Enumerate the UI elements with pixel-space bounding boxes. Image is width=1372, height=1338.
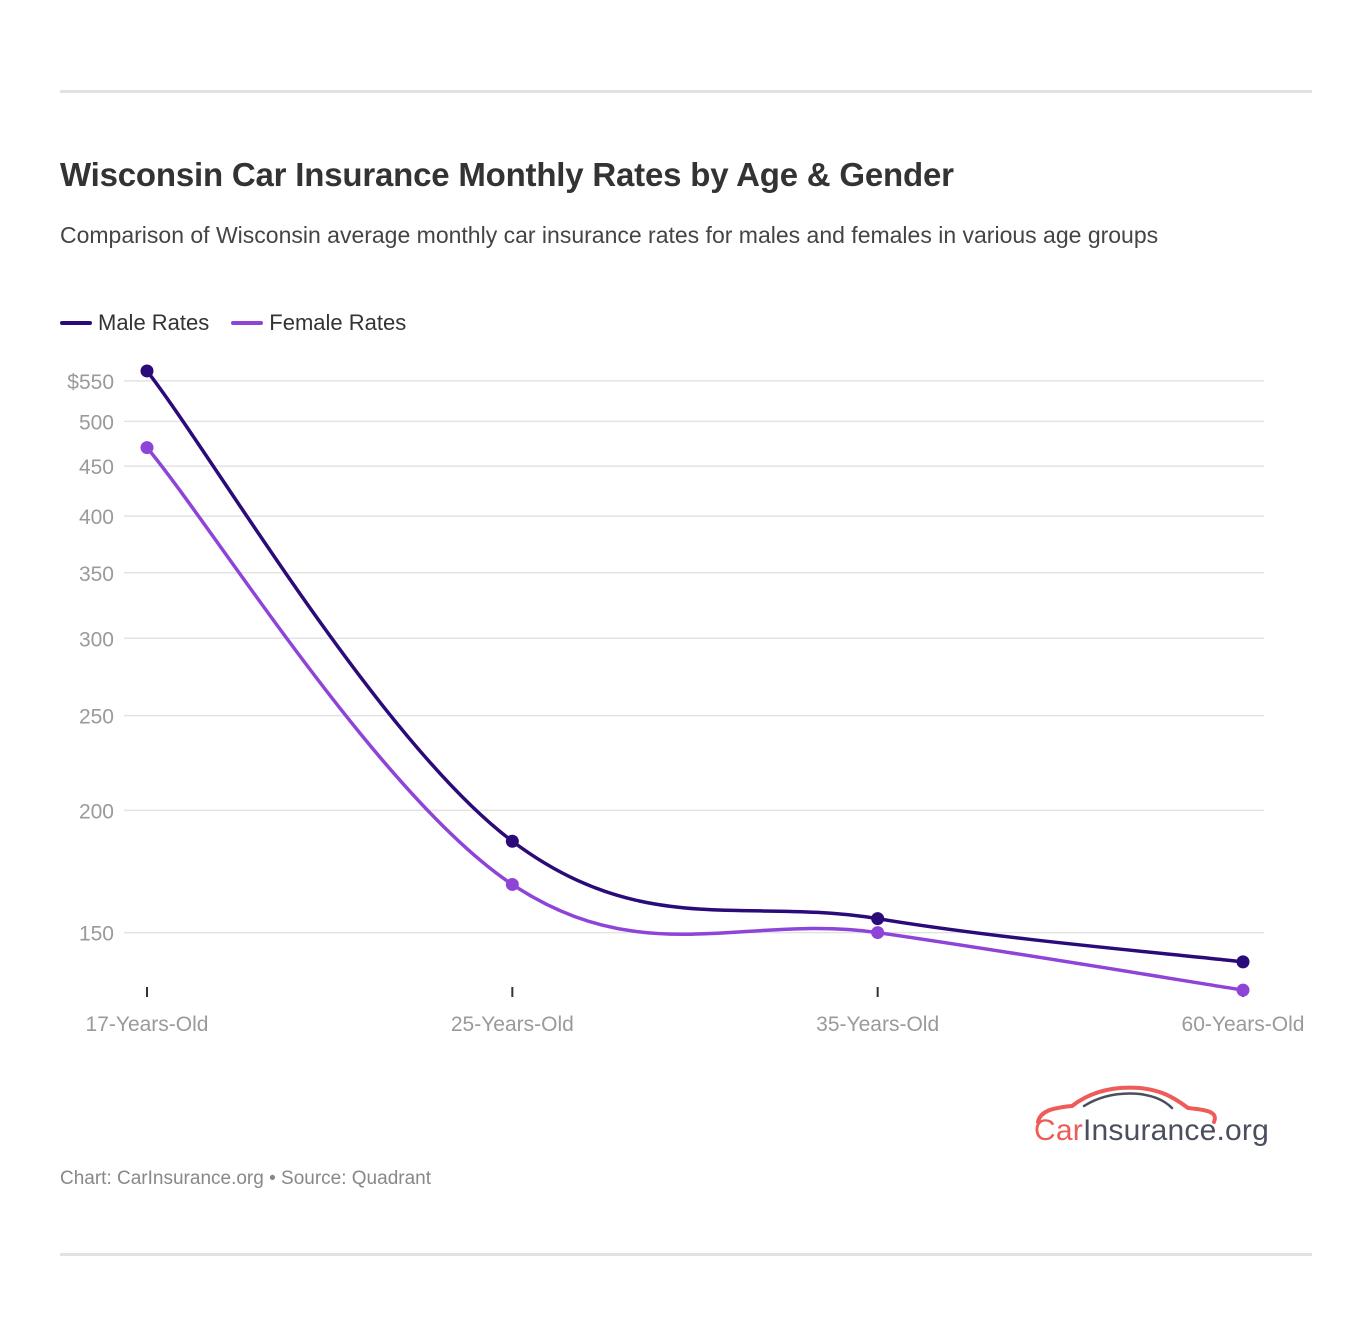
data-point-female	[871, 926, 885, 940]
y-tick-label: 350	[79, 563, 114, 586]
data-point-male	[871, 912, 885, 926]
x-tick-label: 25-Years-Old	[451, 1013, 574, 1036]
y-tick-label: 250	[79, 706, 114, 729]
x-tick-label: 35-Years-Old	[816, 1013, 939, 1036]
top-divider	[60, 90, 1312, 93]
legend-item-male[interactable]: Male Rates	[60, 310, 209, 336]
legend-label-male: Male Rates	[98, 310, 210, 335]
y-tick-label: $550	[67, 371, 114, 394]
data-point-male	[140, 364, 154, 378]
y-tick-label: 500	[79, 411, 114, 434]
x-tick-label: 60-Years-Old	[1182, 1013, 1305, 1036]
series-line-female	[145, 446, 1244, 992]
car-logo-icon	[1036, 1085, 1217, 1124]
data-point-female	[140, 441, 154, 455]
legend-label-female: Female Rates	[269, 310, 407, 335]
y-tick-label: 400	[79, 506, 114, 529]
chart-title: Wisconsin Car Insurance Monthly Rates by…	[60, 156, 954, 193]
legend-swatch-male	[60, 321, 92, 325]
data-point-female	[505, 877, 519, 891]
y-tick-label: 150	[79, 923, 114, 946]
x-tick-label: 17-Years-Old	[86, 1013, 209, 1036]
y-tick-label: 200	[79, 800, 114, 823]
y-tick-label: 300	[79, 628, 114, 651]
chart-subtitle: Comparison of Wisconsin average monthly …	[60, 222, 1159, 248]
legend-swatch-female	[231, 321, 264, 325]
logo-car: Car	[1034, 1114, 1083, 1147]
logo-rest: Insurance.org	[1082, 1114, 1269, 1147]
logo-wordmark: CarInsurance.org	[1034, 1114, 1269, 1148]
y-tick-label: 450	[79, 456, 114, 479]
data-point-male	[505, 834, 519, 848]
data-point-male	[1236, 955, 1250, 969]
legend-item-female[interactable]: Female Rates	[231, 310, 406, 336]
chart-credit: Chart: CarInsurance.org • Source: Quadra…	[60, 1168, 432, 1189]
data-point-female	[1236, 983, 1250, 997]
legend: Male Rates Female Rates	[60, 310, 428, 336]
bottom-divider	[60, 1253, 1312, 1256]
series-line-male	[145, 369, 1244, 964]
